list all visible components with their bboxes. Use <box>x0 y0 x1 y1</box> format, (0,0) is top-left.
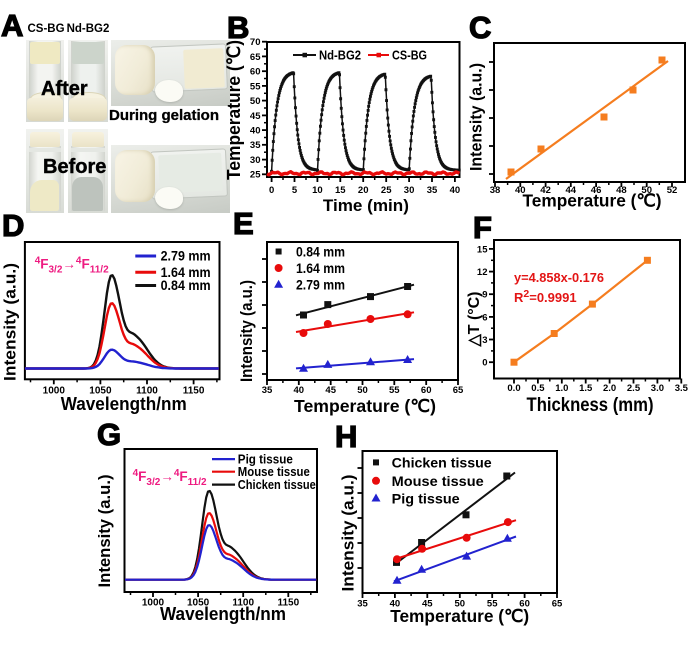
svg-text:Intensity (a.u.): Intensity (a.u.) <box>237 280 256 382</box>
svg-text:2.79 mm: 2.79 mm <box>296 278 345 293</box>
svg-text:Chicken tissue: Chicken tissue <box>238 478 316 492</box>
svg-text:0.84 mm: 0.84 mm <box>296 245 345 260</box>
svg-text:65: 65 <box>453 385 464 396</box>
svg-text:2.5: 2.5 <box>627 383 641 394</box>
svg-text:65: 65 <box>552 599 563 610</box>
svg-text:1.64 mm: 1.64 mm <box>161 265 211 280</box>
svg-text:Temperature (℃): Temperature (℃) <box>523 191 662 211</box>
svg-text:55: 55 <box>487 599 498 610</box>
svg-text:Mouse tissue: Mouse tissue <box>392 473 484 489</box>
svg-text:△T (°C): △T (°C) <box>466 292 483 348</box>
svg-text:50: 50 <box>641 185 652 196</box>
svg-text:1150: 1150 <box>277 598 299 609</box>
svg-text:25: 25 <box>250 170 261 181</box>
svg-text:2.79 mm: 2.79 mm <box>161 249 211 264</box>
svg-text:Pig tissue: Pig tissue <box>238 452 293 466</box>
svg-text:Wavelength/nm: Wavelength/nm <box>61 393 187 414</box>
svg-text:55: 55 <box>250 81 261 92</box>
svg-text:Intensity (a.u.): Intensity (a.u.) <box>339 475 358 592</box>
svg-text:40: 40 <box>515 185 526 196</box>
svg-text:20: 20 <box>358 185 369 196</box>
svg-text:40: 40 <box>250 126 261 137</box>
svg-text:15: 15 <box>335 185 346 196</box>
svg-text:50: 50 <box>250 96 261 107</box>
svg-text:1000: 1000 <box>142 598 165 609</box>
svg-text:46: 46 <box>591 185 602 196</box>
svg-text:y=4.858x-0.176: y=4.858x-0.176 <box>514 270 604 285</box>
svg-text:Mouse tissue: Mouse tissue <box>238 465 310 479</box>
svg-text:70: 70 <box>250 37 261 48</box>
svg-text:1100: 1100 <box>232 598 254 609</box>
svg-text:Wavelength/nm: Wavelength/nm <box>160 603 286 624</box>
svg-text:42: 42 <box>540 185 551 196</box>
svg-text:4F3/2→4F11/2: 4F3/2→4F11/2 <box>35 256 109 276</box>
svg-text:1100: 1100 <box>136 385 158 396</box>
svg-text:3: 3 <box>482 335 487 346</box>
svg-text:1.5: 1.5 <box>579 383 593 394</box>
svg-text:5: 5 <box>292 185 298 196</box>
svg-text:0.0: 0.0 <box>507 383 520 394</box>
svg-text:65: 65 <box>250 52 261 63</box>
svg-text:35: 35 <box>262 385 273 396</box>
svg-text:Time (min): Time (min) <box>323 197 409 215</box>
svg-text:1.0: 1.0 <box>555 383 568 394</box>
svg-text:4F3/2→4F11/2: 4F3/2→4F11/2 <box>133 468 207 488</box>
svg-text:R2=0.9991: R2=0.9991 <box>514 288 577 305</box>
svg-text:10: 10 <box>312 185 323 196</box>
svg-text:6: 6 <box>482 312 487 323</box>
svg-text:35: 35 <box>250 140 261 151</box>
svg-text:40: 40 <box>450 185 461 196</box>
svg-text:2.0: 2.0 <box>603 383 616 394</box>
svg-text:Thickness (mm): Thickness (mm) <box>527 395 654 416</box>
svg-text:Temperature (℃): Temperature (℃) <box>390 606 529 626</box>
svg-text:35: 35 <box>427 185 438 196</box>
svg-text:1000: 1000 <box>43 385 66 396</box>
svg-text:25: 25 <box>381 185 392 196</box>
svg-text:15: 15 <box>477 244 488 255</box>
svg-text:45: 45 <box>422 599 433 610</box>
svg-text:9: 9 <box>482 290 487 301</box>
svg-text:0: 0 <box>482 358 487 369</box>
svg-text:Chicken tissue: Chicken tissue <box>392 454 492 470</box>
svg-text:12: 12 <box>477 267 488 278</box>
svg-text:52: 52 <box>667 185 678 196</box>
svg-text:1150: 1150 <box>183 385 205 396</box>
svg-text:0: 0 <box>269 185 274 196</box>
svg-text:55: 55 <box>389 385 400 396</box>
svg-text:0.84 mm: 0.84 mm <box>161 278 211 293</box>
svg-text:60: 60 <box>519 599 530 610</box>
svg-text:Intensity (a.u.): Intensity (a.u.) <box>1 263 20 381</box>
svg-text:30: 30 <box>404 185 415 196</box>
svg-text:1050: 1050 <box>187 598 210 609</box>
svg-text:Intensity (a.u.): Intensity (a.u.) <box>467 63 486 171</box>
svg-text:30: 30 <box>250 155 261 166</box>
svg-text:1.64 mm: 1.64 mm <box>296 261 345 276</box>
svg-text:48: 48 <box>616 185 627 196</box>
svg-text:1050: 1050 <box>89 385 112 396</box>
svg-text:3.0: 3.0 <box>651 383 664 394</box>
svg-text:45: 45 <box>325 385 336 396</box>
svg-text:44: 44 <box>566 185 577 196</box>
svg-text:60: 60 <box>250 67 261 78</box>
svg-text:Nd-BG2: Nd-BG2 <box>319 48 361 63</box>
svg-text:3.5: 3.5 <box>675 383 689 394</box>
svg-text:50: 50 <box>455 599 466 610</box>
svg-text:60: 60 <box>421 385 432 396</box>
svg-text:CS-BG: CS-BG <box>392 48 427 63</box>
svg-text:38: 38 <box>490 185 501 196</box>
svg-text:40: 40 <box>294 385 305 396</box>
svg-text:40: 40 <box>390 599 401 610</box>
svg-text:Temperature (℃): Temperature (℃) <box>294 396 436 416</box>
svg-text:35: 35 <box>357 599 368 610</box>
svg-text:50: 50 <box>357 385 368 396</box>
svg-text:0.5: 0.5 <box>531 383 545 394</box>
svg-text:Pig tissue: Pig tissue <box>392 491 460 507</box>
svg-text:45: 45 <box>250 111 261 122</box>
svg-text:Intensity (a.u.): Intensity (a.u.) <box>95 475 114 588</box>
svg-text:Temperature (℃): Temperature (℃) <box>225 40 244 180</box>
